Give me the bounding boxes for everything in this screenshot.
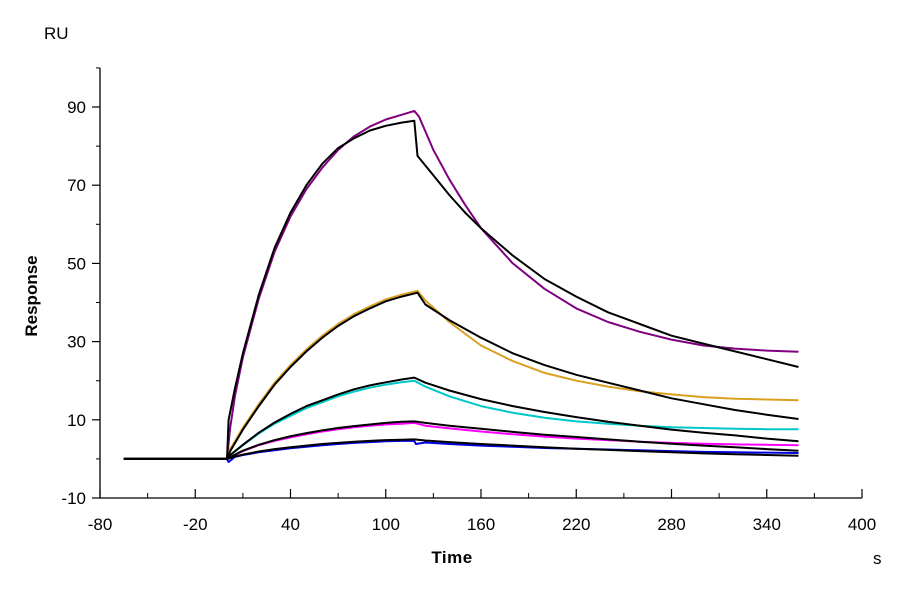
x-unit-label: s: [873, 549, 882, 568]
fit-3-line: [123, 376, 799, 460]
y-tick-label: 10: [67, 411, 86, 430]
y-tick-label: 30: [67, 333, 86, 352]
series-layer: [123, 109, 799, 463]
fit-1-line: [123, 119, 799, 460]
x-tick-label: -20: [183, 515, 208, 534]
fit-5-line: [123, 438, 799, 460]
x-tick-label: 400: [848, 515, 876, 534]
sensorgram-1-line: [123, 109, 799, 460]
x-tick-label: 340: [753, 515, 781, 534]
sensorgram-3-line: [123, 379, 799, 460]
x-tick-label: 220: [562, 515, 590, 534]
fit-4-line: [123, 420, 799, 460]
y-tick-label: -10: [61, 489, 86, 508]
fit-2-line: [123, 291, 799, 460]
x-tick-label: 40: [281, 515, 300, 534]
y-axis-title: Response: [22, 255, 41, 336]
y-unit-label: RU: [44, 24, 69, 43]
x-axis-title: Time: [431, 548, 472, 567]
y-tick-label: 50: [67, 254, 86, 273]
sensorgram-2-line: [123, 289, 799, 460]
x-tick-label: 100: [372, 515, 400, 534]
tick-layer: -80 -20 40 100 160 220 280 340 400 -10 10 30 50 70 90: [61, 67, 876, 534]
x-tick-label: 160: [467, 515, 495, 534]
y-tick-label: 90: [67, 98, 86, 117]
x-tick-label: -80: [88, 515, 113, 534]
y-tick-label: 70: [67, 176, 86, 195]
x-tick-label: 280: [657, 515, 685, 534]
axes-layer: [99, 68, 862, 499]
